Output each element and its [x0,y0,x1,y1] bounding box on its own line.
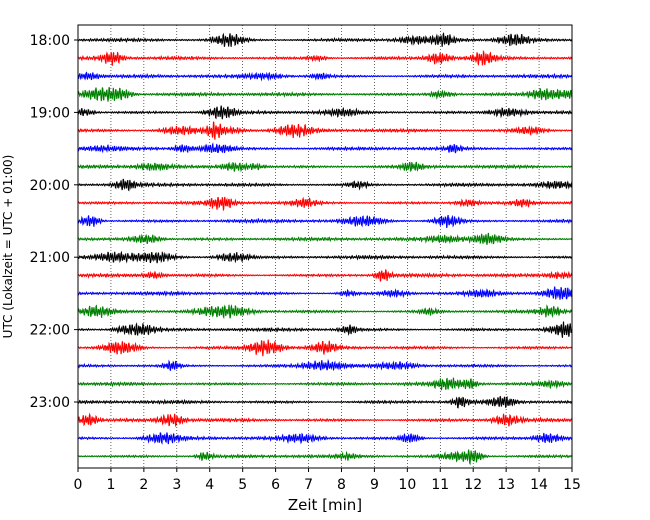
grid-lines [110,25,540,468]
trace-1815 [77,50,573,67]
trace-2345 [77,449,573,466]
x-tick-label: 11 [431,477,449,493]
trace-1800 [77,32,573,47]
x-tick-label: 8 [337,477,346,493]
trace-2245 [77,377,573,391]
x-tick-label: 13 [497,477,515,493]
trace-2315 [77,412,573,428]
trace-2045 [77,232,573,245]
trace-1945 [77,161,573,173]
trace-1830 [77,71,573,82]
plot-frame [77,24,573,469]
trace-1915 [77,121,573,140]
seismic-traces [77,32,573,466]
x-tick-label: 14 [530,477,548,493]
x-tick-label: 5 [238,477,247,493]
x-axis-ticks: 0 1 2 3 4 5 6 7 8 9 10 11 12 13 14 15 [74,468,581,493]
y-tick-label: 23:00 [30,395,70,411]
trace-2115 [77,269,573,282]
trace-2000 [77,178,573,192]
trace-2200 [77,321,573,338]
y-tick-label: 19:00 [30,105,70,121]
y-axis-ticks: 18:00 19:00 20:00 21:00 22:00 23:00 [30,33,78,411]
trace-2330 [77,432,573,445]
x-tick-label: 9 [370,477,379,493]
x-tick-label: 1 [106,477,115,493]
y-tick-label: 18:00 [30,33,70,49]
x-tick-label: 7 [304,477,313,493]
trace-2030 [77,214,573,229]
trace-2100 [77,250,573,264]
x-tick-label: 15 [563,477,581,493]
x-tick-label: 10 [398,477,416,493]
trace-2015 [77,196,573,212]
y-tick-label: 20:00 [30,178,70,194]
y-axis-label: UTC (Lokalzeit = UTC + 01:00) [1,155,15,339]
trace-1900 [77,105,573,120]
trace-2300 [77,395,573,409]
x-tick-label: 2 [139,477,148,493]
trace-1845 [77,86,573,102]
y-tick-label: 22:00 [30,323,70,339]
x-tick-label: 3 [172,477,181,493]
x-tick-label: 6 [271,477,280,493]
x-axis-label: Zeit [min] [288,496,362,514]
trace-2145 [77,304,573,320]
trace-2230 [77,358,573,372]
x-tick-label: 12 [464,477,482,493]
trace-2215 [77,339,573,357]
y-tick-label: 21:00 [30,250,70,266]
x-tick-label: 0 [74,477,83,493]
trace-1930 [77,142,573,154]
trace-2130 [77,286,573,300]
x-tick-label: 4 [205,477,214,493]
